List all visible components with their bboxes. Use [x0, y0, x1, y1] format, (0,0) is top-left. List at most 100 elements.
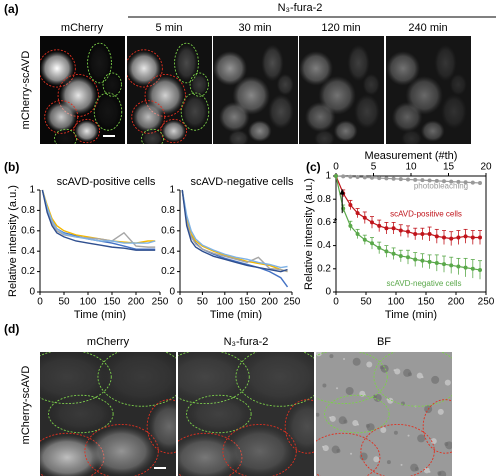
texture — [322, 445, 329, 452]
data-point — [442, 262, 446, 267]
texture — [373, 393, 382, 402]
texture — [380, 364, 389, 373]
cell — [127, 51, 161, 86]
y-tick-label: 0 — [29, 287, 35, 298]
annotation: * — [333, 216, 338, 228]
cell — [175, 44, 198, 82]
texture — [445, 441, 452, 450]
data-point — [362, 237, 367, 242]
data-point — [420, 232, 425, 236]
x-tick-label: 250 — [284, 297, 301, 308]
texture — [357, 423, 360, 426]
texture — [424, 405, 433, 414]
data-point — [463, 180, 468, 185]
texture — [380, 427, 387, 434]
cell-outline — [360, 423, 435, 476]
chart-title: scAVD-positive cells — [57, 176, 156, 188]
texture — [444, 379, 451, 386]
texture — [438, 470, 447, 476]
cell — [95, 94, 121, 129]
cell — [132, 101, 164, 133]
y-tick-label: 0.6 — [21, 225, 35, 236]
data-point — [434, 234, 439, 239]
texture — [417, 434, 426, 443]
cell — [103, 73, 121, 96]
x-tick-label: 200 — [128, 297, 145, 308]
x2-tick-label: 0 — [333, 162, 339, 173]
data-point — [391, 226, 396, 231]
panel-label: (c) — [306, 160, 321, 174]
y-tick-label: 1 — [169, 185, 175, 196]
data-line — [41, 189, 156, 248]
texture — [428, 470, 431, 473]
cell — [239, 352, 314, 405]
data-point — [470, 266, 475, 271]
y-tick-label: 0.4 — [161, 246, 175, 257]
cell — [188, 396, 249, 432]
x-tick-label: 50 — [58, 297, 70, 308]
arrow-head — [339, 188, 345, 195]
data-line — [181, 189, 288, 269]
x-tick-label: 250 — [152, 297, 169, 308]
cell — [74, 120, 99, 142]
data-point — [355, 175, 360, 180]
column-label: mCherry — [87, 336, 130, 348]
cell-outline — [316, 432, 381, 476]
cell — [190, 73, 208, 96]
data-point — [420, 178, 425, 183]
y-tick-label: 0.8 — [161, 205, 175, 216]
x2-tick-label: 15 — [443, 162, 455, 173]
cell-outline — [54, 128, 77, 144]
cell-outline — [141, 128, 164, 144]
data-point — [449, 236, 454, 241]
y-tick-label: 0.4 — [317, 240, 331, 251]
data-point — [442, 179, 446, 184]
data-point — [478, 235, 482, 240]
x2-tick-label: 5 — [371, 162, 377, 173]
cell — [449, 73, 467, 96]
micrograph — [299, 36, 384, 144]
texture — [329, 415, 336, 422]
data-point — [463, 234, 468, 239]
y-tick-label: 1 — [325, 171, 331, 182]
chart-title: scAVD-negative cells — [190, 176, 294, 188]
data-point — [384, 226, 389, 231]
x-axis-label: Time (min) — [210, 309, 262, 321]
y-tick-label: 0 — [325, 287, 331, 298]
texture — [345, 387, 354, 396]
y-tick-label: 0.4 — [21, 246, 35, 257]
x-tick-label: 100 — [388, 297, 405, 308]
data-point — [449, 263, 454, 268]
texture — [431, 375, 440, 384]
data-line — [181, 189, 288, 273]
cell-outline — [174, 42, 199, 84]
data-line — [41, 189, 156, 244]
cell — [218, 101, 250, 133]
cell — [40, 51, 74, 86]
data-point — [398, 177, 403, 182]
cell — [420, 120, 445, 142]
y-tick-label: 0.2 — [21, 266, 35, 277]
y-tick-label: 0.8 — [317, 194, 331, 205]
x-tick-label: 0 — [37, 297, 43, 308]
cell-outline — [189, 72, 209, 97]
data-point — [370, 220, 374, 225]
data-point — [449, 179, 454, 184]
texture — [359, 452, 368, 461]
micrograph — [178, 352, 314, 476]
data-point — [355, 232, 360, 236]
data-point — [348, 223, 353, 228]
texture — [343, 419, 348, 424]
x-tick-label: 0 — [177, 297, 183, 308]
cell-outline — [84, 423, 159, 476]
texture — [366, 423, 375, 432]
texture — [336, 387, 339, 390]
data-point — [470, 180, 475, 185]
data-point — [463, 265, 468, 270]
cell — [386, 51, 420, 86]
texture — [336, 448, 341, 453]
cell — [299, 51, 333, 86]
data-point — [406, 229, 410, 234]
micrograph — [213, 36, 298, 144]
y-tick-label: 0 — [169, 287, 175, 298]
